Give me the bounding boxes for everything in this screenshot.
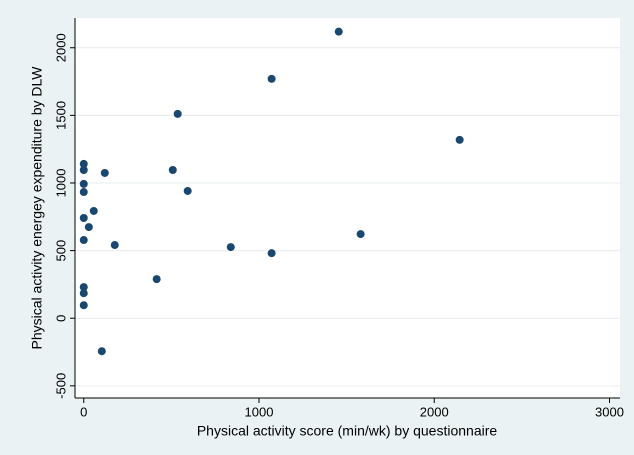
- y-tick-label: 2000: [53, 33, 68, 62]
- point: [455, 135, 464, 144]
- y-axis-title: Physical activity energey expenditure by…: [29, 66, 45, 350]
- point: [79, 289, 88, 298]
- x-tick-label: 2000: [420, 404, 449, 419]
- point: [89, 206, 98, 215]
- y-tick-label: 1000: [53, 169, 68, 198]
- point: [79, 283, 88, 292]
- point: [356, 230, 365, 239]
- y-tick-label: -500: [53, 373, 68, 399]
- x-tick-label: 1000: [245, 404, 274, 419]
- point: [173, 109, 182, 118]
- point: [152, 275, 161, 284]
- point: [79, 214, 88, 223]
- point: [97, 347, 106, 356]
- point: [267, 249, 276, 258]
- point: [79, 236, 88, 245]
- point: [79, 188, 88, 197]
- x-axis-title: Physical activity score (min/wk) by ques…: [197, 423, 498, 439]
- point: [84, 223, 93, 232]
- x-tick-label: 3000: [595, 404, 624, 419]
- plot-area: [75, 18, 620, 398]
- point: [267, 74, 276, 83]
- point: [79, 301, 88, 310]
- x-tick-label: 0: [80, 404, 87, 419]
- point: [183, 186, 192, 195]
- point: [226, 243, 235, 252]
- y-tick-label: 500: [53, 240, 68, 262]
- point: [79, 179, 88, 188]
- point: [110, 241, 119, 250]
- point: [79, 159, 88, 168]
- y-tick-label: 0: [53, 315, 68, 322]
- y-tick-label: 1500: [53, 101, 68, 130]
- point: [79, 166, 88, 174]
- point: [334, 27, 343, 36]
- point: [168, 166, 177, 174]
- point: [100, 168, 109, 177]
